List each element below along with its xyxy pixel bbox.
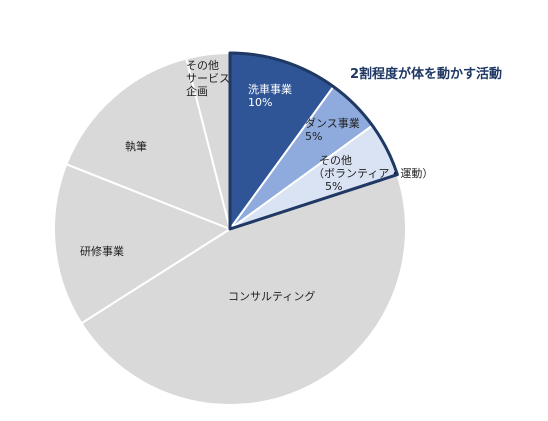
slice-label-other: その他（ボランティア・運動） 5% [313, 154, 433, 193]
slice-label-line: 執筆 [125, 139, 147, 153]
slice-label-consult: コンサルティング [228, 289, 315, 303]
highlight-outline-path [228, 51, 399, 231]
slice-label-line: 10% [248, 96, 272, 109]
slice-label-training: 研修事業 [80, 244, 124, 258]
pie-slice-consult [80, 173, 408, 406]
slice-label-line: ダンス事業 [305, 116, 360, 130]
pie-slice-training [53, 162, 233, 325]
slice-label-wash: 洗車事業 10% [248, 82, 292, 109]
slice-label-line: サービス [186, 72, 230, 85]
slice-label-line: 5% [325, 180, 342, 193]
slice-label-line: 研修事業 [80, 244, 124, 258]
slice-labels: 洗車事業 10%ダンス事業 5%その他（ボランティア・運動） 5%コンサルティング研修… [80, 59, 433, 303]
slice-label-dance: ダンス事業 5% [305, 116, 360, 143]
slice-label-line: （ボランティア・運動） [313, 166, 433, 180]
annotation-text: 2割程度が体を動かす活動 [350, 66, 502, 82]
pie-slices [53, 51, 408, 406]
slice-label-line: その他 [186, 59, 219, 72]
slice-label-service: その他サービス企画 [186, 59, 230, 98]
slice-label-line: 企画 [186, 84, 208, 98]
slice-label-line: 5% [305, 130, 322, 143]
slice-label-line: コンサルティング [228, 289, 315, 303]
pie-slice-writing [65, 57, 232, 231]
highlight-outline [228, 51, 399, 231]
slice-label-line: 洗車事業 [248, 82, 292, 96]
slice-label-line: その他 [319, 154, 352, 167]
slice-label-writing: 執筆 [125, 139, 147, 153]
